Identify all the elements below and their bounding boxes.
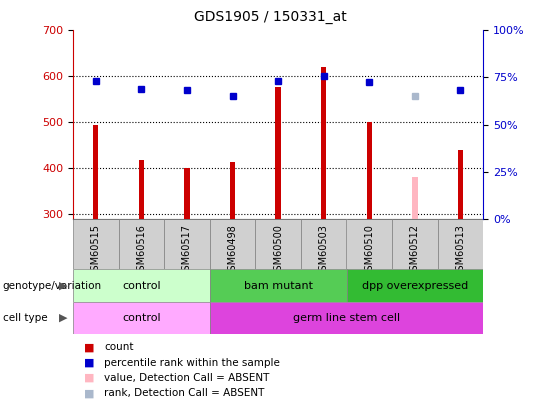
Bar [73,219,118,269]
Text: dpp overexpressed: dpp overexpressed [362,281,468,290]
Bar [210,219,255,269]
Bar [301,219,347,269]
Text: germ line stem cell: germ line stem cell [293,313,400,323]
Bar [210,302,483,334]
Bar [164,219,210,269]
Bar [210,269,347,302]
Text: control: control [122,281,160,290]
Text: cell type: cell type [3,313,48,323]
Bar [347,219,392,269]
Text: ▶: ▶ [59,281,68,290]
Text: rank, Detection Call = ABSENT: rank, Detection Call = ABSENT [104,388,265,399]
Bar [412,177,417,219]
Text: GSM60500: GSM60500 [273,224,283,277]
Text: bam mutant: bam mutant [244,281,313,290]
Text: GDS1905 / 150331_at: GDS1905 / 150331_at [194,10,346,24]
Bar [255,219,301,269]
Bar [392,219,438,269]
Bar [230,162,235,219]
Bar [93,126,98,219]
Bar [321,67,327,219]
Text: GSM60510: GSM60510 [364,224,374,277]
Bar [275,87,281,219]
Bar [458,150,463,219]
Text: control: control [122,313,160,323]
Text: GSM60513: GSM60513 [456,224,465,277]
Text: GSM60503: GSM60503 [319,224,329,277]
Text: value, Detection Call = ABSENT: value, Detection Call = ABSENT [104,373,269,383]
Bar [73,302,210,334]
Text: GSM60517: GSM60517 [182,224,192,277]
Text: GSM60516: GSM60516 [136,224,146,277]
Text: ▶: ▶ [59,313,68,323]
Bar [184,168,190,219]
Text: genotype/variation: genotype/variation [3,281,102,290]
Text: GSM60515: GSM60515 [91,224,100,277]
Text: count: count [104,342,134,352]
Bar [438,219,483,269]
Text: GSM60498: GSM60498 [227,224,238,277]
Text: ■: ■ [84,358,94,368]
Text: ■: ■ [84,373,94,383]
Text: percentile rank within the sample: percentile rank within the sample [104,358,280,368]
Bar [367,122,372,219]
Bar [73,269,210,302]
Bar [139,160,144,219]
Bar [347,269,483,302]
Text: ■: ■ [84,342,94,352]
Text: ■: ■ [84,388,94,399]
Text: GSM60512: GSM60512 [410,224,420,277]
Bar [118,219,164,269]
